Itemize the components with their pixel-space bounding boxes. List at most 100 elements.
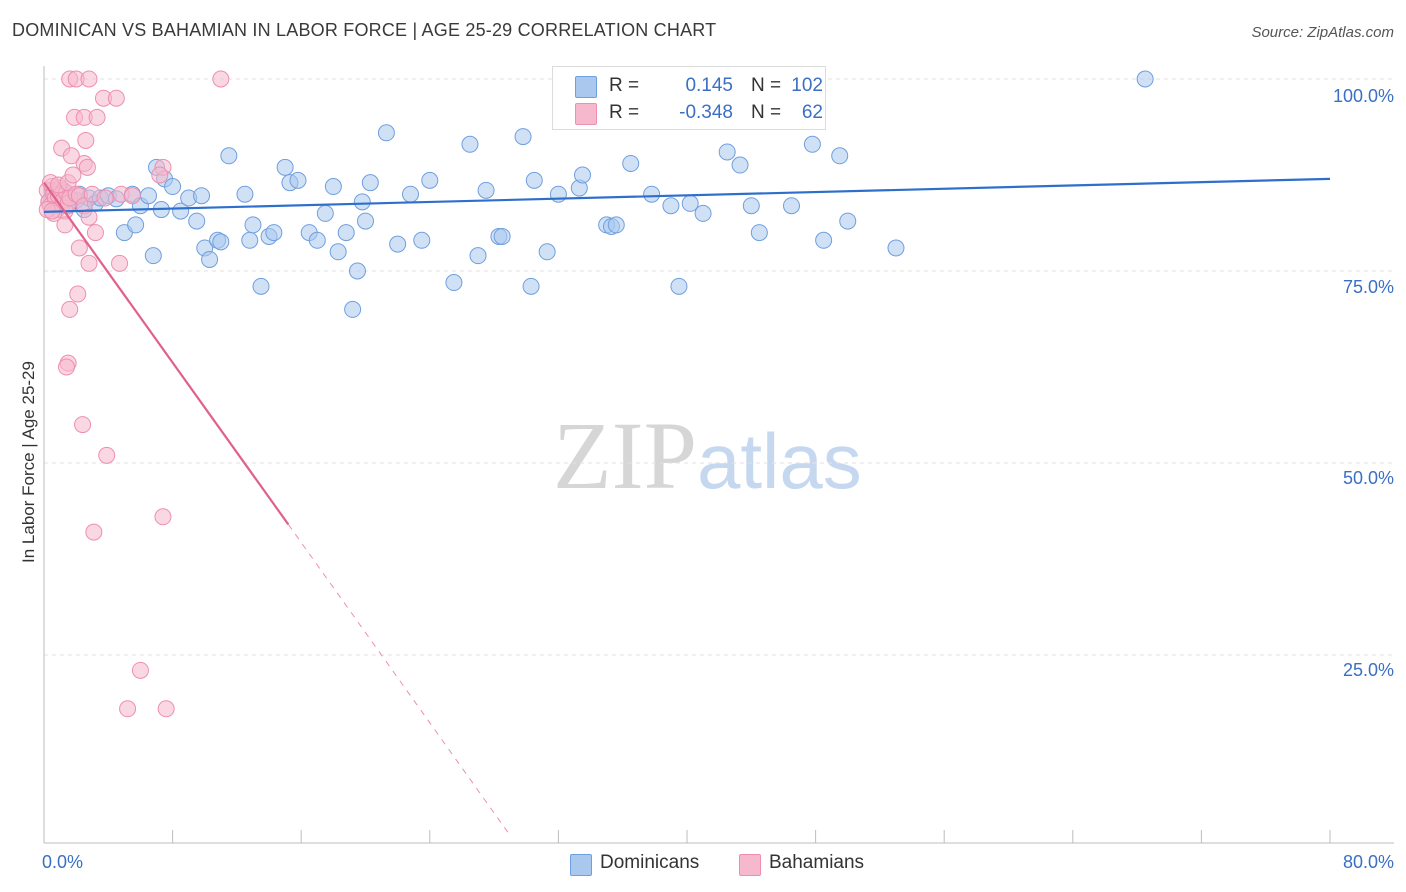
chart-title: DOMINICAN VS BAHAMIAN IN LABOR FORCE | A… [12, 20, 717, 40]
dominican-point [308, 231, 326, 249]
dominican-point [252, 277, 270, 295]
x-tick-label-min: 0.0% [42, 852, 84, 872]
dominican-point [514, 128, 532, 146]
dominican-point [337, 224, 355, 242]
dominican-point [750, 224, 768, 242]
watermark-atlas: atlas [697, 417, 862, 505]
n-label: N = [751, 75, 782, 96]
bahamian-point [154, 508, 172, 526]
dominican-point [127, 216, 145, 234]
source-credit: Source: ZipAtlas.com [1251, 24, 1394, 41]
bahamian-point [157, 700, 175, 718]
dominican-point [522, 277, 540, 295]
dominican-point [477, 181, 495, 199]
dominican-point [731, 156, 749, 174]
bahamian-point [111, 254, 129, 272]
dominican-point [201, 250, 219, 268]
y-tick-label-75: 75.0% [1342, 277, 1394, 297]
bahamian-point [77, 131, 95, 149]
dominican-point [574, 166, 592, 184]
dominican-point [887, 239, 905, 257]
y-tick-label-25: 25.0% [1342, 660, 1394, 680]
dominican-point [324, 178, 342, 196]
bahamians-legend-label: Bahamians [769, 852, 865, 873]
dominican-point [316, 204, 334, 222]
dominican-point [276, 158, 294, 176]
dominican-point [670, 277, 688, 295]
bahamian-point [212, 70, 230, 88]
dominican-trend-line [43, 177, 1331, 213]
dominican-point [193, 187, 211, 205]
dominican-point [461, 135, 479, 153]
bahamian-point [151, 166, 169, 184]
dominican-point [718, 143, 736, 161]
dominican-point [188, 212, 206, 230]
r-label: R = [609, 102, 640, 123]
bahamian-point [86, 224, 104, 242]
dominican-point [538, 243, 556, 261]
dominican-point [241, 231, 259, 249]
dominican-point [348, 262, 366, 280]
dominican-point [344, 300, 362, 318]
bahamian-point [58, 358, 76, 376]
dominican-point [353, 193, 371, 211]
dominican-point [742, 197, 760, 215]
bahamian-point [88, 108, 106, 126]
bahamian-point [74, 416, 92, 434]
dominicans-legend-swatch [570, 854, 592, 876]
dominican-point [643, 185, 661, 203]
dominican-point [357, 212, 374, 230]
bahamian-point [64, 166, 82, 184]
dominican-point [421, 171, 439, 189]
r-value: 0.145 [685, 75, 733, 96]
dominican-point [289, 171, 307, 189]
dominican-point [413, 231, 431, 249]
dominican-point [694, 204, 712, 222]
dominican-point [493, 227, 511, 245]
bahamian-point [96, 189, 114, 207]
bahamian-point [85, 523, 103, 541]
y-tick-label-50: 50.0% [1342, 468, 1394, 488]
dominican-point [622, 154, 640, 172]
dominican-point [831, 147, 849, 165]
bahamian-point [78, 158, 96, 176]
bahamian-point [61, 300, 79, 318]
dominican-point [236, 185, 254, 203]
dominican-point [525, 171, 543, 189]
x-tick-label-max: 80.0% [1342, 852, 1394, 872]
bahamian-point [62, 147, 80, 165]
dominican-point [361, 174, 379, 192]
dominican-point [265, 224, 283, 242]
dominican-point [782, 197, 800, 215]
dominicans-swatch [575, 76, 597, 98]
dominicans-legend-label: Dominicans [600, 852, 700, 873]
bahamian-trend-line [43, 182, 290, 526]
dominican-point [139, 187, 157, 205]
dominican-point [377, 124, 395, 142]
n-value: 62 [801, 102, 823, 123]
watermark: ZIPatlas [553, 400, 862, 511]
bahamians-legend-swatch [739, 854, 761, 876]
y-tick-label-100: 100.0% [1332, 86, 1394, 106]
dominican-point [402, 185, 420, 203]
dominican-point [329, 243, 347, 261]
dominican-point [469, 247, 487, 265]
bahamian-point [69, 285, 87, 303]
bahamian-point [123, 187, 141, 205]
bahamian-point [107, 89, 125, 107]
dominican-point [389, 235, 407, 253]
dominican-point [662, 197, 680, 215]
dominican-point [164, 178, 182, 196]
bahamian-point [119, 700, 137, 718]
n-value: 102 [791, 75, 823, 96]
bahamian-point [80, 208, 98, 226]
correlation-legend: R = 0.145 N = 102 R = -0.348 N = 62 [552, 66, 826, 130]
bahamians-swatch [575, 103, 597, 125]
n-label: N = [751, 102, 782, 123]
dominican-point [815, 231, 833, 249]
r-value: -0.348 [679, 102, 733, 123]
r-label: R = [609, 75, 640, 96]
bahamian-point [98, 446, 116, 464]
dominican-point [445, 274, 463, 292]
